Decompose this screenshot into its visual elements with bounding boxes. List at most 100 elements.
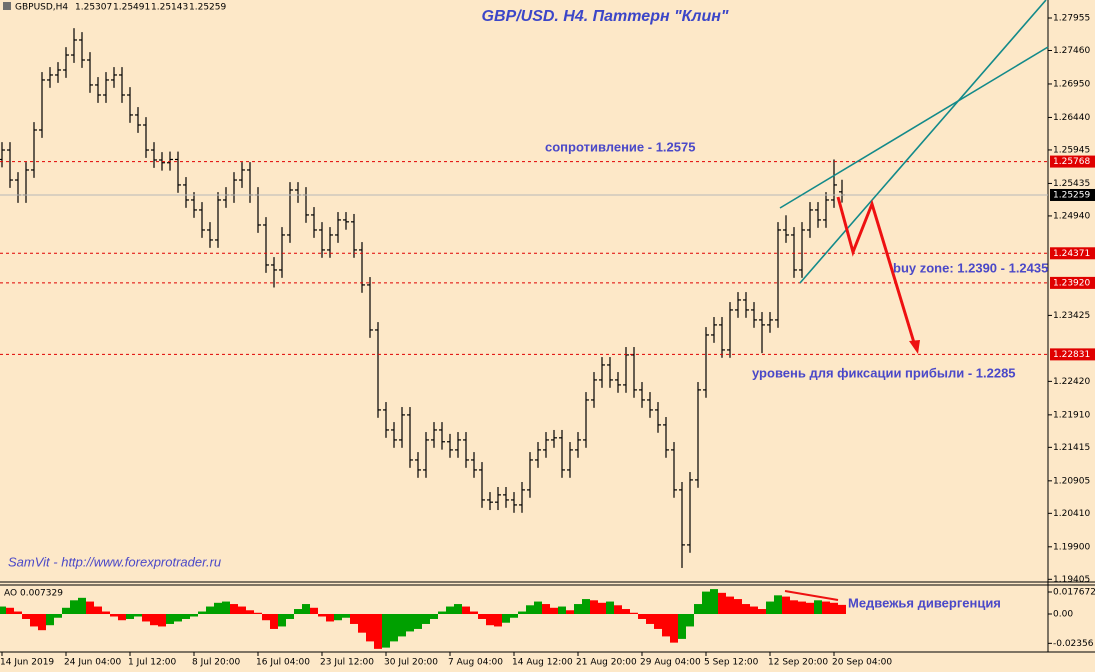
ao-bar: [534, 601, 542, 615]
annotation: уровень для фиксации прибыли - 1.2285: [752, 365, 1016, 380]
y-tick-label: 1.23425: [1053, 311, 1090, 321]
ao-bar: [358, 614, 366, 633]
ao-bar: [206, 606, 214, 615]
ao-bar: [310, 607, 318, 615]
ao-bar: [102, 611, 110, 615]
arrow-head: [909, 340, 920, 354]
y-tick-label: 1.25945: [1053, 145, 1090, 155]
last-price-label: 1.25259: [1053, 190, 1090, 200]
ao-bar: [38, 614, 46, 631]
ao-bar: [318, 614, 326, 617]
indicator-value: 0.007329: [20, 589, 63, 599]
ao-bar: [694, 604, 702, 615]
ao-bar: [614, 605, 622, 615]
ao-bar: [262, 614, 270, 621]
ao-bar: [382, 614, 390, 648]
level-box: [1050, 348, 1095, 361]
symbol: GBPUSD,H4: [15, 3, 68, 13]
divergence-label: Медвежья дивергенция: [848, 595, 1001, 610]
ao-bar: [294, 609, 302, 615]
y-tick-label: 1.21415: [1053, 443, 1090, 453]
ao-bar: [398, 614, 406, 637]
ao-bar: [62, 607, 70, 615]
ao-bar: [558, 606, 566, 615]
ao-bar: [782, 596, 790, 615]
ao-bar: [638, 614, 646, 619]
ao-bar: [678, 614, 686, 639]
last-price-box: [1050, 188, 1095, 201]
ao-bar: [46, 614, 54, 626]
y-tick-label: 1.19900: [1053, 542, 1090, 552]
level-label: 1.22831: [1053, 350, 1090, 360]
x-tick-label: 21 Aug 20:00: [576, 658, 637, 668]
wedge-lower-line: [799, 0, 1047, 284]
y-tick-label: 1.20905: [1053, 476, 1090, 486]
ao-bar: [574, 604, 582, 615]
ao-bar: [150, 614, 158, 626]
ao-bar: [78, 597, 86, 615]
ao-bar: [54, 614, 62, 618]
ao-bar: [118, 614, 126, 621]
ao-bar: [806, 602, 814, 615]
plot-area: [0, 28, 1048, 649]
ao-bar: [110, 614, 118, 617]
forecast-arrow: [836, 196, 917, 347]
x-tick-label: 20 Sep 04:00: [832, 658, 892, 668]
ao-bar: [6, 607, 14, 615]
ao-bar: [190, 614, 198, 617]
annotation: buy zone: 1.2390 - 1.2435: [893, 260, 1048, 275]
ao-bar: [182, 614, 190, 619]
ao-bar: [838, 604, 846, 615]
ao-bar: [342, 614, 350, 618]
ao-bar: [526, 605, 534, 615]
ao-bar: [542, 604, 550, 615]
x-tick-label: 7 Aug 04:00: [448, 658, 503, 668]
y-tick-label: 1.25435: [1053, 179, 1090, 189]
ao-bar: [214, 602, 222, 615]
ao-bar: [238, 606, 246, 615]
ao-bar: [454, 604, 462, 615]
ao-bar: [774, 595, 782, 615]
ao-bar: [222, 601, 230, 615]
ao-bar: [134, 614, 142, 617]
ao-bar: [86, 601, 94, 615]
ao-bar: [302, 604, 310, 615]
y-tick-label: 1.24940: [1053, 211, 1090, 221]
level-box: [1050, 247, 1095, 260]
chart-title: GBP/USD. H4. Паттерн "Клин": [482, 8, 729, 25]
ao-bar: [350, 614, 358, 624]
ao-bar: [710, 589, 718, 615]
ao-bar: [822, 601, 830, 615]
y-tick-label: 1.27955: [1053, 13, 1090, 23]
ao-bar: [22, 614, 30, 619]
header-open: 1.25307: [75, 3, 112, 13]
ao-bar: [230, 604, 238, 615]
y-tick-label: 1.22420: [1053, 377, 1090, 387]
ao-bar: [590, 600, 598, 615]
ao-bar: [278, 614, 286, 627]
x-tick-label: 30 Jul 20:00: [384, 658, 438, 668]
ao-bar: [446, 606, 454, 615]
annotation: SamVit - http://www.forexprotrader.ru: [8, 554, 221, 569]
ao-bar: [798, 601, 806, 615]
wedge-upper-line: [779, 46, 1049, 209]
ao-bar: [702, 591, 710, 615]
ao-bar: [654, 614, 662, 629]
ao-bar: [734, 599, 742, 615]
ao-bar: [158, 614, 166, 627]
ao-bar: [334, 614, 342, 621]
ao-bar: [630, 612, 638, 615]
level-box: [1050, 276, 1095, 289]
ao-bar: [718, 592, 726, 615]
y-tick-label: 0.017672: [1053, 588, 1095, 598]
level-label: 1.23920: [1053, 278, 1090, 288]
ao-bar: [430, 614, 438, 619]
header-low: 1.25143: [151, 3, 188, 13]
y-tick-label: 1.20410: [1053, 509, 1090, 519]
symbol-icon: [3, 2, 11, 10]
ao-bar: [438, 611, 446, 615]
annotation: сопротивление - 1.2575: [545, 139, 695, 154]
y-tick-label: 1.27460: [1053, 46, 1090, 56]
